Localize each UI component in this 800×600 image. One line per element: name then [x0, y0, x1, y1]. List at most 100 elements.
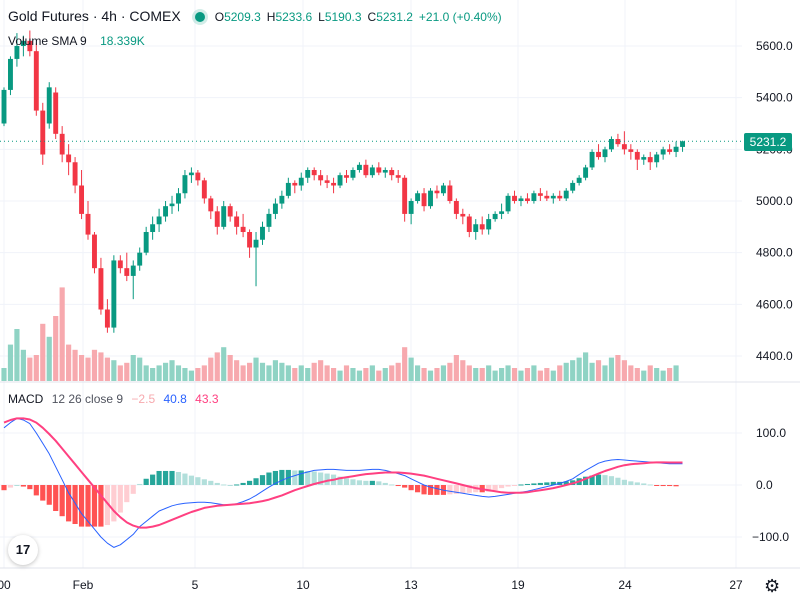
candle-body — [557, 195, 563, 199]
macd-hist-bar — [318, 472, 324, 485]
candle-body — [33, 51, 39, 111]
volume-bar — [272, 360, 278, 381]
volume-bar — [602, 365, 608, 381]
volume-bar — [7, 344, 14, 381]
candle-body — [98, 268, 104, 310]
macd-hist-bar — [156, 470, 162, 485]
candle-body — [621, 144, 627, 150]
volume-bar — [85, 357, 91, 381]
volume-bar — [453, 355, 459, 381]
candle-body — [408, 201, 414, 214]
volume-bar — [570, 360, 576, 381]
macd-hist-bar — [20, 485, 26, 487]
volume-bar — [305, 368, 311, 381]
time-tick-label: 24 — [618, 578, 632, 592]
macd-hist-bar — [305, 470, 311, 485]
volume-bar — [408, 357, 414, 381]
candle-body — [227, 206, 233, 217]
candle-body — [608, 139, 614, 150]
volume-bar — [343, 365, 350, 381]
candle-body — [272, 203, 278, 214]
candle-body — [641, 157, 647, 160]
volume-label: Volume — [8, 34, 49, 48]
candle-body — [143, 232, 149, 253]
volume-bar — [427, 370, 434, 381]
candle-body — [505, 195, 511, 212]
candle-body — [369, 167, 375, 176]
candle-body — [512, 195, 517, 201]
macd-hist-bar — [589, 475, 595, 485]
macd-hist-bar — [253, 478, 259, 485]
macd-hist-bar — [1, 485, 7, 491]
volume-bar — [667, 368, 673, 381]
time-tick-label: 13 — [404, 578, 418, 592]
macd-hist-bar — [583, 476, 589, 485]
tradingview-logo-icon[interactable]: 17 — [8, 535, 38, 565]
volume-bar — [221, 347, 227, 381]
macd-hist-bar — [195, 477, 201, 485]
time-tick-label: 00 — [0, 578, 11, 592]
volume-bar — [124, 362, 130, 381]
macd-signal-value: 43.3 — [195, 392, 219, 406]
volume-legend[interactable]: Volume SMA 9 18.339K — [8, 34, 145, 48]
macd-legend[interactable]: MACD 12 26 close 9 −2.5 40.8 43.3 — [8, 392, 224, 406]
macd-histogram — [1, 469, 679, 527]
macd-hist-bar — [408, 485, 414, 491]
candle-body — [583, 167, 589, 178]
candle-body — [531, 193, 537, 201]
volume-bar — [20, 349, 26, 381]
volume-bar — [208, 357, 214, 381]
volume-bar — [486, 365, 492, 381]
macd-hist-bar — [221, 484, 227, 486]
macd-hist-bar — [272, 470, 278, 485]
volume-bar — [104, 357, 110, 381]
macd-params: 12 26 close 9 — [51, 392, 124, 406]
settings-gear-icon[interactable]: ⚙ — [764, 576, 781, 596]
candle-body — [421, 193, 427, 207]
candle-body — [395, 175, 401, 178]
macd-hist-bar — [324, 473, 330, 485]
volume-bar — [641, 370, 647, 381]
candle-body — [350, 170, 356, 178]
macd-hist-bar — [182, 473, 188, 485]
volume-bar — [137, 357, 143, 381]
chart-header: Gold Futures · 4h · COMEX O5209.3 H5233.6 L… — [8, 8, 508, 24]
candle-body — [292, 182, 298, 186]
macd-hist-bar — [518, 484, 524, 486]
macd-hist-bar — [298, 470, 304, 485]
volume-bar — [240, 365, 246, 381]
candle-body — [156, 216, 162, 225]
volume-bar — [505, 365, 511, 381]
volume-bar — [395, 362, 401, 381]
candle-body — [667, 149, 673, 152]
volume-bar — [647, 365, 653, 381]
macd-hist-value: −2.5 — [131, 392, 156, 406]
volume-bar — [479, 368, 485, 381]
volume-bar — [402, 347, 408, 381]
candle-body — [466, 216, 472, 232]
macd-hist-bar — [531, 483, 537, 485]
candle-body — [46, 87, 52, 124]
symbol-title[interactable]: Gold Futures · 4h · COMEX — [8, 8, 181, 24]
macd-hist-bar — [660, 485, 666, 487]
macd-hist-bar — [91, 485, 98, 527]
candle-body — [66, 154, 72, 163]
candle-body — [389, 170, 395, 176]
macd-hist-bar — [124, 485, 130, 503]
price-tick-label: 4600.0 — [756, 297, 793, 311]
price-tick-label: 4400.0 — [756, 349, 793, 363]
macd-hist-bar — [143, 478, 149, 485]
open-value: 5209.3 — [224, 10, 261, 24]
candle-body — [14, 46, 20, 59]
macd-hist-bar — [246, 480, 253, 485]
macd-hist-bar — [673, 485, 679, 487]
volume-bar — [595, 360, 602, 381]
volume-bar — [111, 360, 117, 381]
candle-body — [376, 167, 382, 173]
macd-hist-bar — [201, 479, 207, 485]
macd-hist-bar — [550, 481, 556, 485]
volume-bar — [78, 355, 85, 381]
macd-hist-bar — [434, 485, 440, 495]
ohlc-readout: O5209.3 H5233.6 L5190.3 C5231.2 +21.0 (+0.40… — [214, 10, 502, 24]
